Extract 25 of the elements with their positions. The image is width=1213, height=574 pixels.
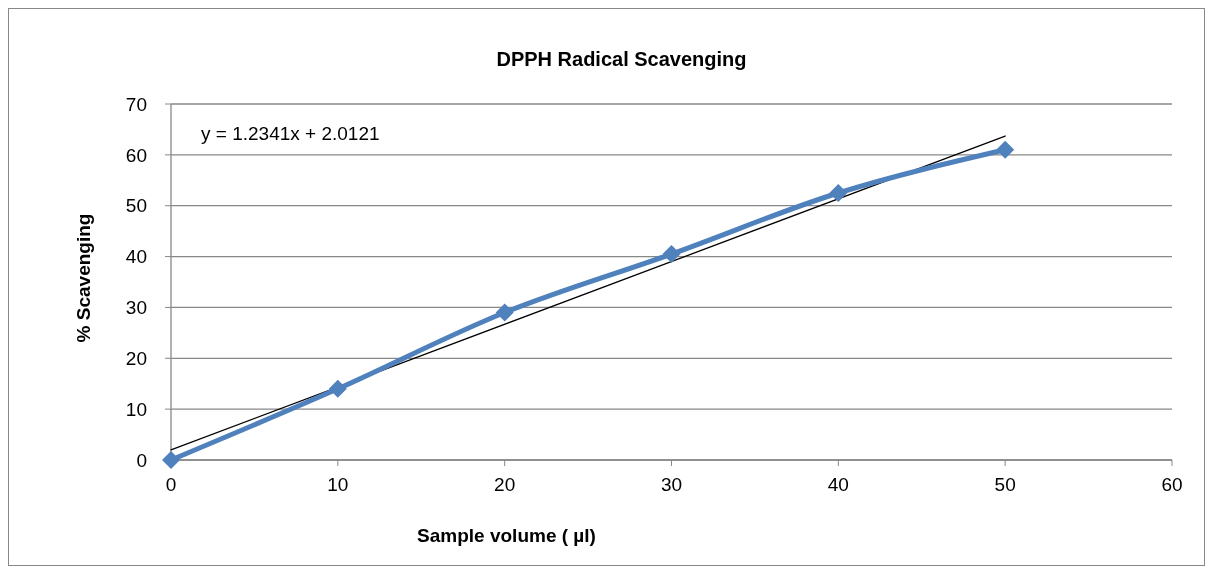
x-tick-label: 40	[827, 474, 849, 495]
point	[328, 379, 347, 398]
x-tick-label: 10	[327, 474, 349, 495]
y-axis-title: % Scavenging	[73, 213, 94, 343]
point	[495, 303, 514, 322]
x-tick-label: 0	[165, 474, 177, 495]
point	[996, 140, 1015, 159]
x-tick-label: 30	[660, 474, 683, 495]
x-tick-label: 50	[994, 474, 1016, 495]
y-tick-label: 60	[125, 144, 147, 166]
y-tick-label: 0	[136, 449, 147, 471]
y-tick-label: 40	[125, 246, 147, 268]
y-tick-label: 50	[125, 195, 147, 217]
y-tick-label: 10	[125, 398, 147, 420]
point	[829, 184, 848, 202]
point	[662, 245, 681, 264]
y-tick-label: 30	[125, 297, 147, 319]
chart-title: DPPH Radical Scavenging	[496, 48, 747, 70]
x-tick-label: 20	[494, 474, 516, 495]
point	[162, 451, 180, 469]
y-tick-label: 70	[125, 93, 147, 115]
y-tick-label: 20	[125, 347, 147, 369]
annotation: y = 1.2341x + 2.0121	[201, 123, 380, 144]
x-axis-title: Sample volume ( µl)	[417, 525, 596, 546]
x-tick-label: 60	[1161, 474, 1183, 495]
